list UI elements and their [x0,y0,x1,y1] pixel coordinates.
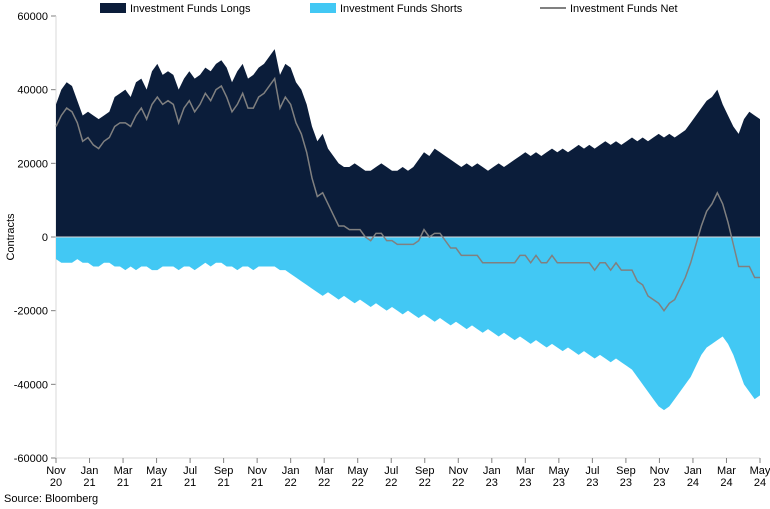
contracts-chart: -60000 -40000 -20000 0 20000 40000 60000 Contra… [0,0,770,509]
svg-text:-40000: -40000 [14,379,48,391]
legend-swatch [310,3,336,13]
x-tick-label: Jul23 [585,465,599,489]
svg-text:-20000: -20000 [14,306,48,318]
svg-text:-60000: -60000 [14,453,48,465]
source-label: Source: Bloomberg [4,493,98,505]
legend-label: Investment Funds Shorts [340,3,463,15]
x-tick-label: Jul21 [183,465,197,489]
y-axis-label: Contracts [5,213,17,261]
svg-text:20000: 20000 [17,158,48,170]
svg-text:60000: 60000 [17,11,48,23]
legend-label: Investment Funds Net [570,3,678,15]
legend-swatch [100,3,126,13]
x-tick-label: Jul22 [384,465,398,489]
legend-label: Investment Funds Longs [130,3,251,15]
svg-text:0: 0 [42,232,48,244]
svg-text:40000: 40000 [17,85,48,97]
chart-container: { "chart": { "type": "area+line", "width… [0,0,770,509]
